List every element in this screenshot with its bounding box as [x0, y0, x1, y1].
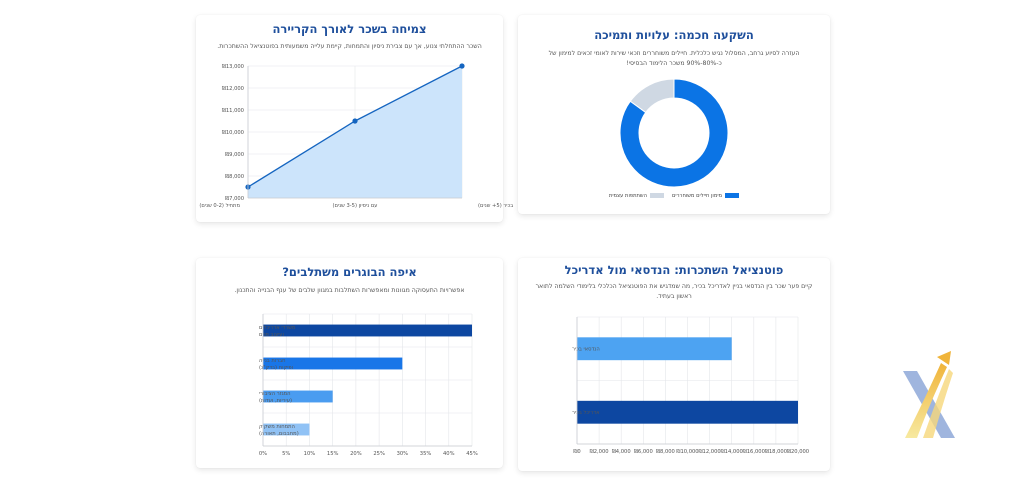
employment-subtitle: אפשרויות התעסוקה מגוונות ומאפשרות השתלבו…: [234, 287, 465, 294]
legend-label-funding: מימון חיילים משוחררים: [671, 193, 723, 199]
career-growth-title: צמיחה בשכר לאורך הקריירה: [272, 22, 427, 36]
investment-title: השקעה חכמה: עלויות ותמיכה: [594, 28, 754, 42]
legend-item-self: השתתפות עצמית: [609, 193, 664, 199]
legend-swatch-funding: [725, 193, 740, 198]
legend-item-funding: מימון חיילים משוחררים: [671, 193, 740, 199]
comparison-card: פוטנציאל השתכרות: הנדסאי מול אדריכל קיים…: [518, 258, 830, 471]
legend-label-self: השתתפות עצמית: [608, 193, 647, 199]
career-growth-subtitle: השכר ההתחלתי צנוע, אך עם צבירת ניסיון וה…: [217, 43, 482, 50]
career-growth-card: צמיחה בשכר לאורך הקריירה השכר ההתחלתי צנ…: [196, 15, 503, 222]
employment-card: איפה הבוגרים משתלבים? אפשרויות התעסוקה מ…: [196, 258, 503, 468]
employment-title: איפה הבוגרים משתלבים?: [282, 265, 417, 279]
investment-subtitle: העזרה לסיוע גרחב, המסלול נגיש כלכלית. חי…: [548, 50, 800, 67]
comparison-title: פוטנציאל השתכרות: הנדסאי מול אדריכל: [564, 263, 784, 277]
brand-logo-icon: [903, 351, 955, 438]
investment-card: השקעה חכמה: עלויות ותמיכה העזרה לסיוע גר…: [518, 15, 830, 214]
comparison-subtitle: קיים פער שכר בין הנדסאי בניין לאדריכל בכ…: [535, 283, 813, 300]
legend-swatch-self: [649, 193, 664, 198]
donut-legend: מימון חיילים משוחררים השתתפות עצמית: [578, 193, 770, 199]
